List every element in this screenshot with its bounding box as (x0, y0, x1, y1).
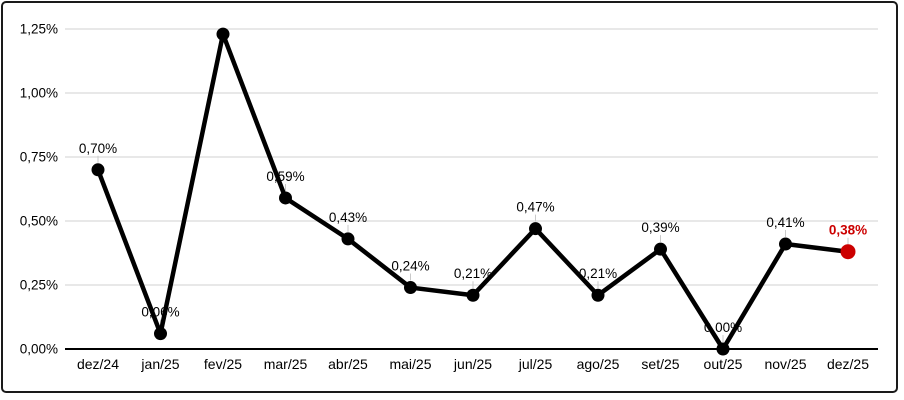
data-label: 0,06% (141, 305, 179, 320)
x-axis-tick-label: dez/25 (827, 356, 869, 372)
series-line (95, 31, 851, 352)
data-point-marker (466, 288, 480, 302)
data-label: 0,59% (266, 169, 304, 184)
x-axis-tick-label: jul/25 (518, 356, 553, 372)
data-label: 0,41% (766, 215, 804, 230)
data-point-marker (216, 27, 230, 41)
data-label: 0,43% (329, 210, 367, 225)
highlighted-data-point-marker (840, 244, 856, 260)
data-point-marker (91, 163, 105, 177)
y-axis-tick-label: 1,25% (20, 22, 58, 37)
y-axis-tick-label: 0,00% (20, 342, 58, 357)
data-label: 0,70% (79, 141, 117, 156)
y-axis-tick-label: 1,00% (20, 86, 58, 101)
data-point-marker (591, 288, 605, 302)
data-label: 0,47% (516, 200, 554, 215)
y-axis-tick-label: 0,75% (20, 150, 58, 165)
data-point-marker (529, 222, 542, 236)
x-axis-tick-label: fev/25 (204, 356, 242, 372)
data-point-marker (154, 327, 167, 341)
highlighted-data-label: 0,38% (829, 223, 867, 238)
x-axis-tick-label: mai/25 (389, 356, 431, 372)
data-point-marker (279, 191, 292, 205)
x-axis-tick-label: set/25 (641, 356, 679, 372)
data-point-marker (654, 242, 667, 256)
x-axis-tick-label: jan/25 (140, 356, 179, 372)
data-label: 0,39% (641, 220, 679, 235)
y-axis-tick-label: 0,50% (20, 214, 58, 229)
x-axis-tick-label: ago/25 (577, 356, 620, 372)
chart-frame (1, 1, 898, 393)
x-axis-tick-label: out/25 (704, 356, 743, 372)
x-axis-tick-label: mar/25 (264, 356, 308, 372)
x-axis-tick-label: dez/24 (77, 356, 119, 372)
x-axis-tick-label: abr/25 (328, 356, 368, 372)
data-label: 0,21% (454, 266, 492, 281)
data-label: 0,00% (704, 320, 742, 335)
data-point-marker (716, 342, 730, 356)
data-label: 0,24% (391, 259, 429, 274)
data-point-marker (404, 281, 417, 295)
x-axis-tick-label: jun/25 (453, 356, 492, 372)
y-axis-tick-label: 0,25% (20, 278, 58, 293)
data-point-marker (779, 237, 792, 251)
x-axis-tick-label: nov/25 (764, 356, 806, 372)
data-point-marker (341, 232, 355, 246)
data-label: 0,21% (579, 266, 617, 281)
